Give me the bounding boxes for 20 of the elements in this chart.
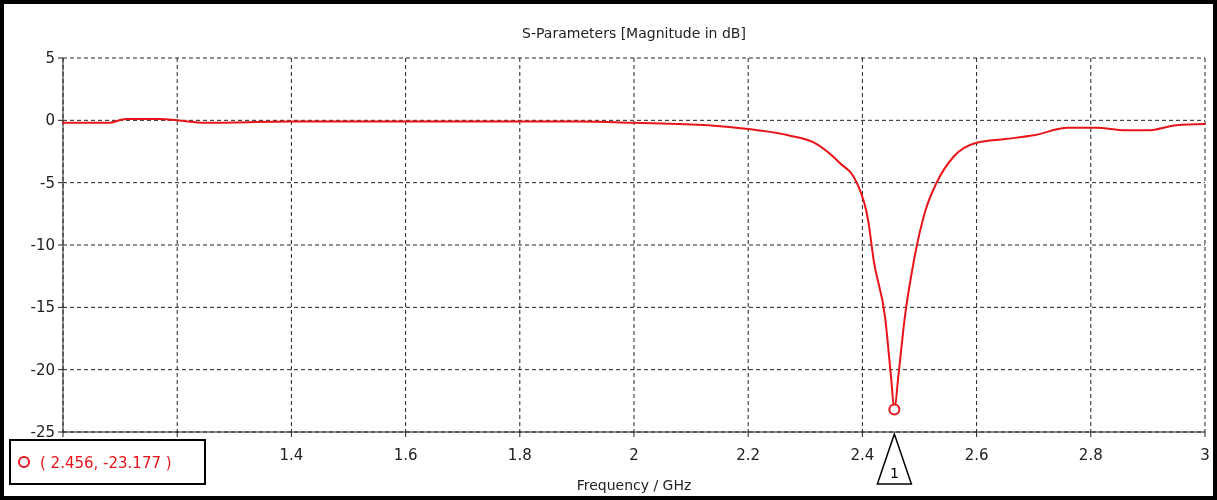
x-tick-label: 2.8 xyxy=(1078,446,1103,464)
x-axis-title: Frequency / GHz xyxy=(576,477,692,493)
chart-title: S-Parameters [Magnitude in dB] xyxy=(522,25,746,41)
text: 1 xyxy=(889,465,899,481)
x-tick-label: 2 xyxy=(629,446,639,464)
y-tick-label: -5 xyxy=(40,173,55,192)
x-tick-label: 1.4 xyxy=(279,446,304,464)
x-tick-label: 1.8 xyxy=(507,446,532,464)
y-tick-label: -25 xyxy=(30,423,55,441)
x-tick-label: 2.2 xyxy=(736,446,761,464)
y-tick-label: -20 xyxy=(30,360,55,379)
x-tick-label: 2.6 xyxy=(964,446,989,464)
y-tick-label: -15 xyxy=(30,298,55,317)
y-tick-label: 0 xyxy=(45,111,55,130)
x-tick-label: 2.4 xyxy=(850,446,875,464)
y-tick-label: -10 xyxy=(30,236,55,254)
x-tick-label: 3 xyxy=(1200,446,1210,464)
text: ( 2.456, -23.177 ) xyxy=(40,454,172,472)
x-tick-label: 1.6 xyxy=(393,446,418,464)
y-tick-label: 5 xyxy=(45,49,55,67)
